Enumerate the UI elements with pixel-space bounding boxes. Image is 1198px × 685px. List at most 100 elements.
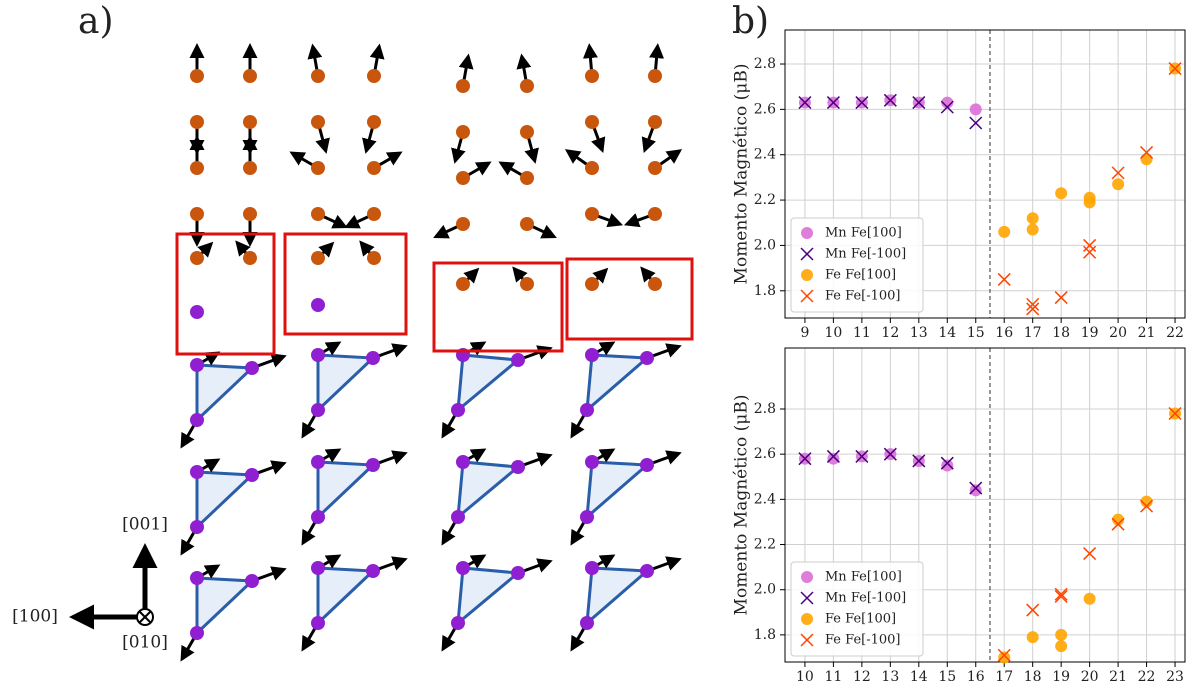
fe-atom [585,69,599,83]
data-point [798,452,812,466]
fe-atom [311,115,325,129]
plot-frame [784,29,1186,319]
y-tick-label: 2.4 [754,147,776,163]
data-point [997,648,1011,662]
data-point [855,96,869,110]
mn-atom [366,458,380,472]
mn-triangle [316,353,377,414]
legend-marker [801,227,813,239]
fe-atom [367,251,381,265]
fe-atom [648,161,662,175]
marker-stroke [969,481,983,495]
legend-box [790,217,924,313]
data-point [969,116,983,130]
fe-atom [243,161,257,175]
panel-label: a) [78,1,114,42]
fe-atom [456,217,470,231]
fe-atom [456,125,470,139]
mn-atom [190,571,204,585]
mn-atom [366,351,380,365]
marker-stroke [800,633,814,647]
fe-atom [243,251,257,265]
mn-atom [585,561,599,575]
mn-atom [580,616,594,630]
data-point [1112,178,1125,191]
mn-atom [190,465,204,479]
mn-atom [245,574,259,588]
data-point [940,100,954,114]
mn-atom [311,403,325,417]
marker-stroke [798,96,812,110]
marker-stroke [1168,406,1182,421]
mn-triangle [456,566,522,627]
data-point [1083,238,1097,252]
data-point [998,651,1011,664]
mn-atom [511,353,525,367]
mn-atom [190,305,204,319]
x-tick-label: 10 [796,669,814,685]
mn-atom [366,564,380,578]
y-tick-label: 2.2 [754,192,776,208]
fe-atom [585,207,599,221]
marker-stroke [800,247,814,261]
fe-atom [585,161,599,175]
data-point [883,447,897,461]
axes-key: [001] [100] [010] [12,515,168,653]
fe-atom [367,207,381,221]
marker-stroke [1026,297,1040,311]
y-tick-label: 1.8 [754,627,776,643]
marker-stroke [997,272,1011,286]
data-point [1026,603,1040,617]
mn-atom [245,361,259,375]
x-tick-label: 20 [1081,669,1099,685]
fe-atom [190,69,204,83]
legend-marker [800,633,814,647]
data-point [1083,245,1097,259]
x-tick-label: 22 [1138,669,1156,685]
x-tick-label: 21 [1109,669,1127,685]
data-point [912,96,926,110]
data-point [969,103,982,116]
x-tick-label: 17 [995,669,1013,685]
mn-atom [580,403,594,417]
data-point [1083,547,1097,561]
highlight-box [283,232,408,336]
data-point [1168,62,1182,76]
mn-atom [640,351,654,365]
x-tick-label: 18 [1024,669,1042,685]
fe-atom [456,79,470,93]
x-tick-label: 15 [938,669,956,685]
mn-atom [511,460,525,474]
mn-atom [451,403,465,417]
mn-atom [311,348,325,362]
x-tick-label: 11 [824,669,842,685]
fe-atom [190,251,204,265]
marker-stroke [1054,589,1068,604]
fe-atom [456,277,470,291]
axis-key-label: [001] [122,515,168,535]
x-tick-label: 23 [1166,669,1184,685]
legend-marker [800,289,814,303]
legend-label: Mn Fe[100] [825,226,902,241]
legend-box [790,561,924,657]
x-tick-label: 11 [853,325,871,341]
legend-marker [800,591,814,605]
fe-atom [648,69,662,83]
fe-atom [243,69,257,83]
data-point [798,96,812,110]
marker-stroke [1168,62,1182,76]
data-point [940,456,954,470]
fe-atom [311,161,325,175]
mn-atom [456,561,470,575]
data-point [1026,297,1040,311]
data-point [1083,196,1096,209]
data-point [1140,153,1153,166]
legend-marker [800,247,814,261]
x-tick-label: 20 [1109,325,1127,341]
mn-triangle [195,470,256,531]
mn-triangle [316,566,377,627]
data-point [1026,631,1039,644]
x-tick-label: 13 [881,669,899,685]
x-tick-label: 13 [910,325,928,341]
marker-stroke [912,454,926,468]
